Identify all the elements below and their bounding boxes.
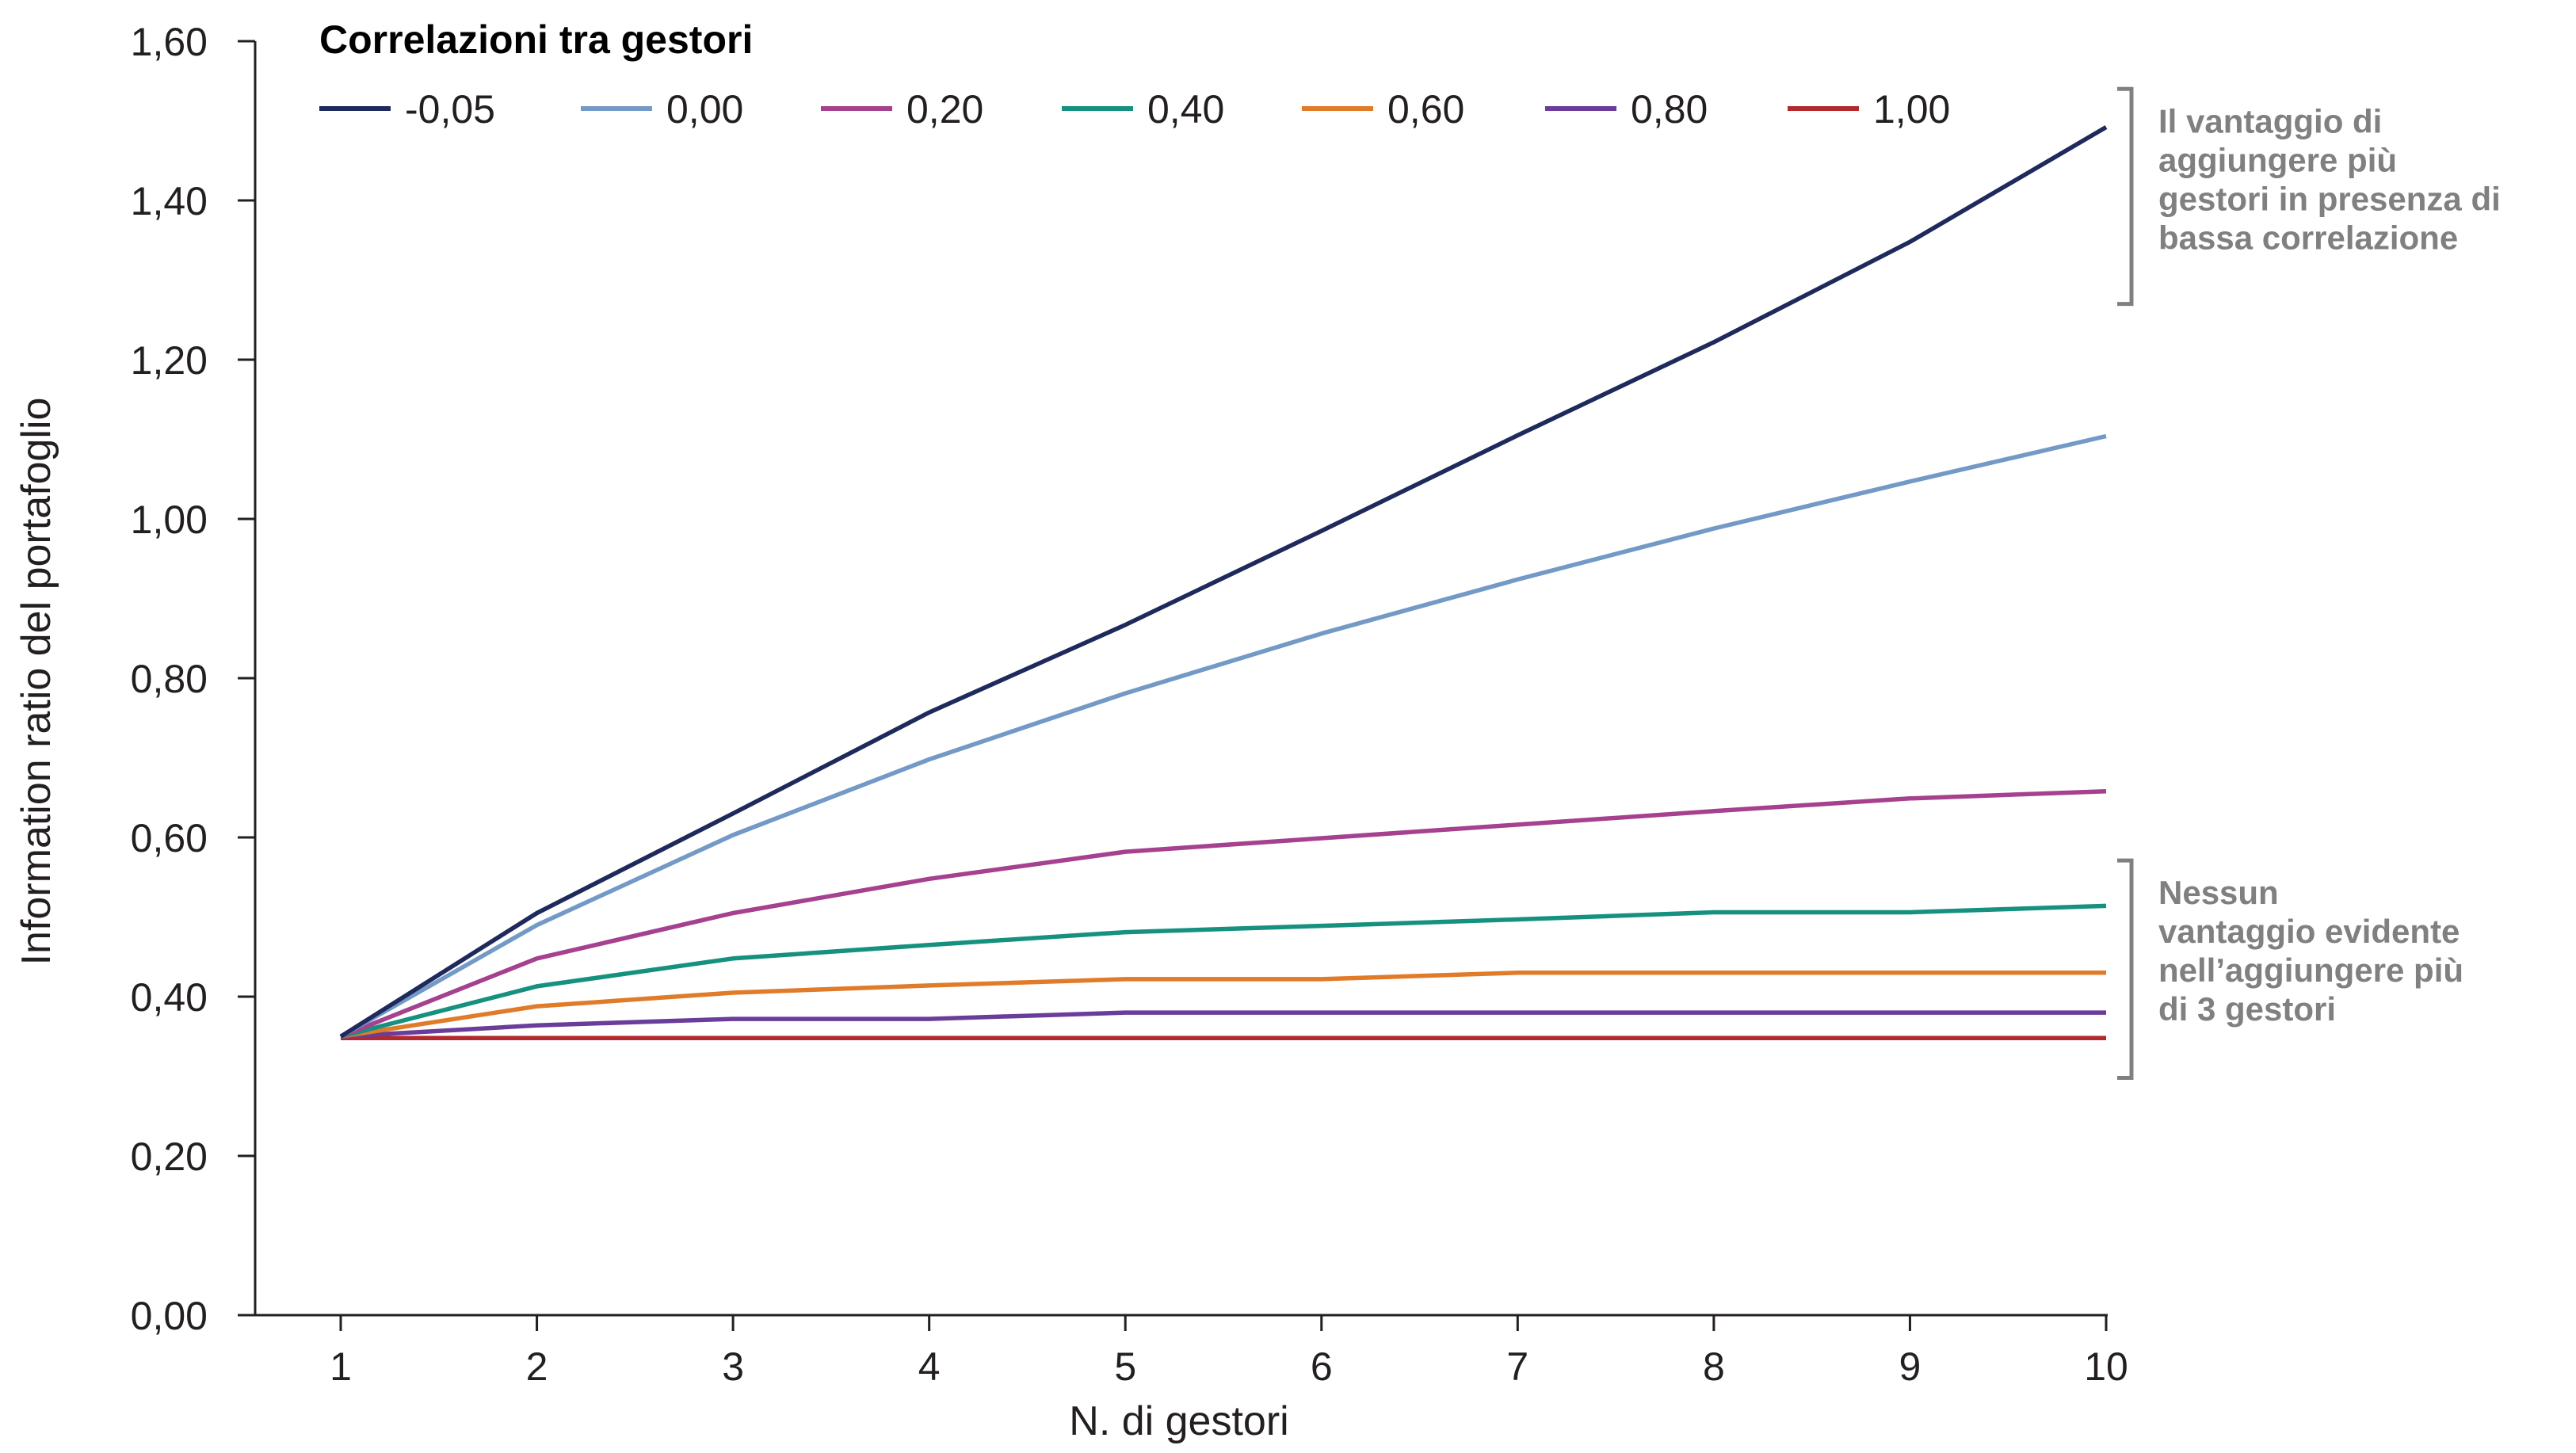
x-tick-label: 3 [722,1344,744,1389]
annotation-text-line: gestori in presenza di [2158,180,2501,217]
y-axis-title: Information ratio del portafoglio [13,398,59,966]
series-line-060 [340,971,2106,1039]
series-line-005 [339,125,2108,1039]
legend-label: 0,40 [1147,87,1224,132]
x-tick-label: 2 [526,1344,548,1389]
legend-label: 1,00 [1873,87,1950,132]
legend-label: 0,00 [666,87,743,132]
x-tick-label: 4 [918,1344,941,1389]
annotation-bracket [2117,858,2134,1081]
legend-title: Correlazioni tra gestori [319,17,753,62]
chart-series [339,125,2108,1041]
y-tick-label: 0,80 [131,657,208,701]
series-line-040 [340,903,2107,1039]
x-tick-label: 1 [330,1344,352,1389]
annotation-text-line: aggiungere più [2158,141,2397,178]
series-line-020 [339,788,2107,1039]
chart-axes: 0,00 0,20 0,40 0,60 0,80 1,00 1,20 1,40 1,60 1 2 3 4… [131,20,2128,1389]
annotation-text-line: nell’aggiungere più [2158,952,2463,989]
x-tick-label: 8 [1703,1344,1725,1389]
x-tick-label: 10 [2084,1344,2128,1389]
annotation-text-line: Il vantaggio di [2158,102,2382,139]
annotation-text-line: di 3 gestori [2158,990,2336,1028]
x-tick-label: 5 [1114,1344,1136,1389]
y-tick-label: 1,20 [131,338,208,383]
chart-legend: Correlazioni tra gestori -0,05 0,00 0,20 0,… [319,17,1950,132]
annotation-text-line: bassa correlazione [2158,219,2458,256]
y-tick-label: 0,40 [131,975,208,1020]
x-tick-label: 9 [1899,1344,1922,1389]
y-tick-label: 0,00 [131,1294,208,1338]
y-tick-label: 1,60 [131,20,208,64]
series-line-080 [340,1010,2106,1039]
legend-label: 0,80 [1631,87,1708,132]
y-tick-label: 1,00 [131,498,208,542]
y-tick-label: 0,20 [131,1135,208,1179]
legend-label: -0,05 [405,87,495,132]
annotation-text-line: vantaggio evidente [2158,913,2460,950]
y-tick-label: 0,60 [131,816,208,860]
annotation-text-line: Nessun [2158,874,2279,911]
x-axis-title: N. di gestori [1069,1398,1288,1444]
series-line-000 [339,433,2107,1039]
y-tick-label: 1,40 [131,179,208,223]
x-tick-label: 7 [1506,1344,1528,1389]
x-tick-label: 6 [1311,1344,1333,1389]
legend-label: 0,20 [906,87,983,132]
legend-label: 0,60 [1387,87,1464,132]
annotation-bracket [2117,86,2134,307]
